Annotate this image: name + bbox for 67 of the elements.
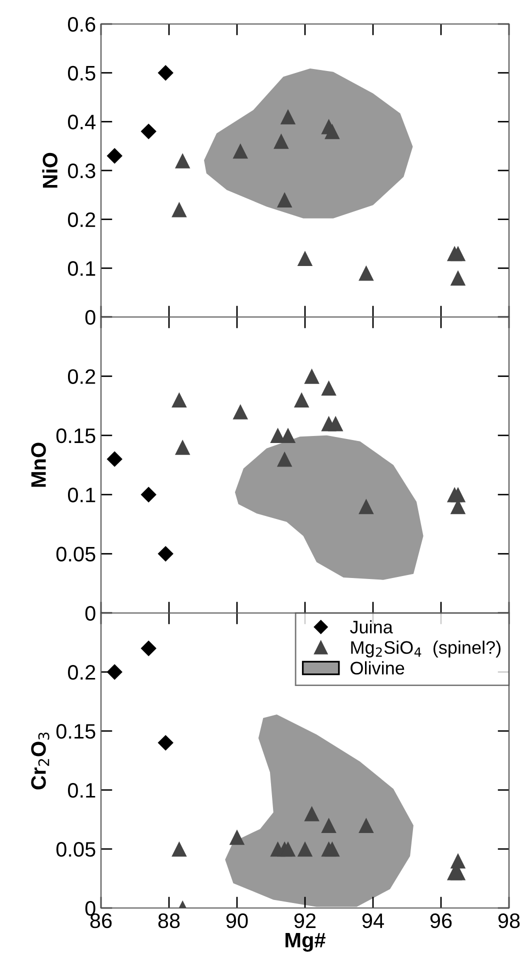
y-axis-title: NiO [42,152,58,188]
x-tick-label: 92 [294,913,316,928]
point [276,192,292,208]
point [106,664,122,680]
point [297,841,313,857]
point [321,380,336,396]
point [106,451,122,467]
point [174,153,190,168]
point [324,124,340,140]
y-tick-label: 0 [85,606,96,621]
point [276,451,292,467]
point [358,818,374,834]
y-tick-label: 0.3 [68,164,96,178]
point [174,440,190,455]
x-tick-label: 90 [226,913,248,928]
point [280,109,296,124]
y-tick-label: 0.2 [68,665,96,680]
y-tick-label: 0.2 [68,212,96,228]
point [106,148,122,164]
point [172,841,187,857]
point [140,486,156,502]
x-tick-label: 94 [362,913,384,928]
y-tick-label: 0.1 [68,783,96,798]
point [140,124,156,140]
y-tick-label: 0.05 [56,546,96,562]
y-axis-title: Cr$_{2}$O$_{3}$ [31,732,50,790]
y-tick-label: 0.1 [68,488,96,502]
y-tick-label: 0.4 [68,114,96,130]
point [321,818,336,834]
point [172,392,187,408]
x-axis-title: Mg# [286,932,326,952]
y-tick-label: 0.15 [56,428,96,444]
y-tick-label: 0 [85,310,96,325]
point [280,841,296,857]
point [158,546,174,562]
point [274,134,289,149]
point [324,841,340,857]
point [158,64,174,81]
legend-label: Mg$_{2}$SiO$_{4}$ (spinel?) [351,640,500,658]
y-tick-label: 0.5 [68,66,96,81]
point [140,640,156,656]
point [297,250,313,266]
point [304,368,320,384]
point [172,202,187,218]
x-tick-label: 96 [430,913,452,928]
point [450,246,466,262]
y-tick-label: 0.1 [68,261,96,276]
point [294,392,310,408]
point [304,806,320,822]
point [328,416,344,432]
point [450,270,466,286]
y-tick-label: 0.2 [68,369,96,384]
point [232,404,248,420]
x-tick-label: 98 [498,913,520,928]
point [450,486,466,502]
x-tick-label: 88 [158,913,180,928]
y-tick-label: 0.05 [56,842,96,857]
y-tick-label: 0.15 [56,724,96,739]
point [358,498,374,514]
point [358,265,374,281]
point [232,143,248,159]
y-tick-label: 0.6 [68,17,96,32]
legend-label: Olivine [350,661,404,675]
y-axis-title: MnO [31,442,46,487]
point [158,734,174,751]
legend-label: Juina [350,620,393,634]
point [229,830,245,845]
